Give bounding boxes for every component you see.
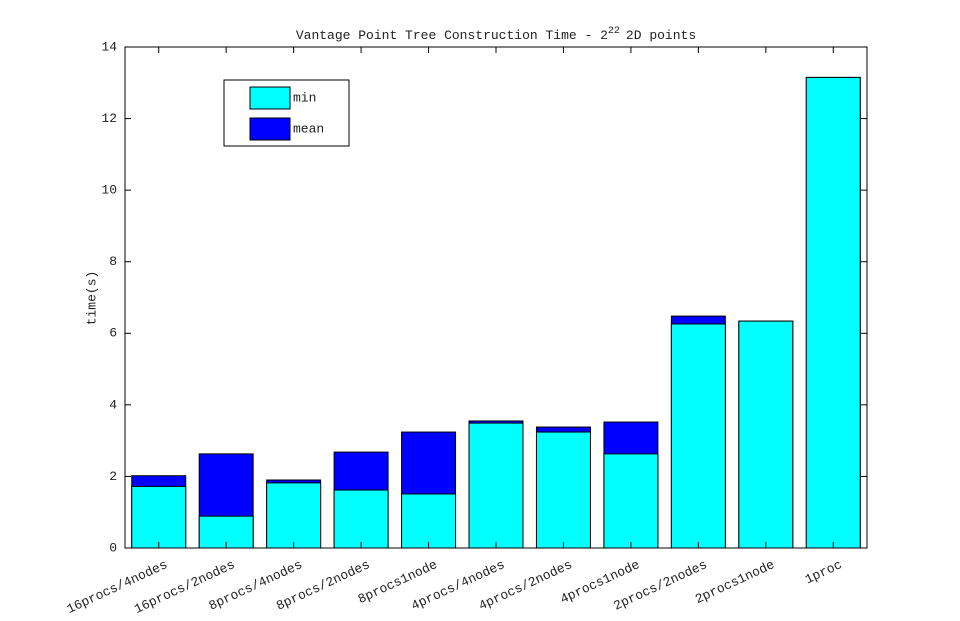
bar (603, 453, 659, 549)
y-axis-label: time(s) (84, 271, 99, 326)
x-tick-label: 1proc (803, 557, 845, 587)
legend-label: mean (293, 121, 324, 136)
chart-title: Vantage Point Tree Construction Time - 2… (296, 26, 696, 44)
y-tick-label: 8 (109, 254, 117, 269)
legend-label: min (293, 90, 316, 105)
legend-swatch (249, 117, 291, 141)
y-tick-label: 4 (109, 397, 117, 412)
bar (468, 422, 524, 549)
title-superscript: 22 (608, 26, 620, 37)
plot-frame (124, 46, 868, 549)
bar (738, 320, 794, 549)
bar (805, 76, 861, 549)
legend-swatch (249, 86, 291, 110)
bar (401, 493, 457, 549)
y-tick-label: 14 (101, 39, 117, 54)
y-tick-label: 2 (109, 469, 117, 484)
y-tick-label: 12 (101, 111, 117, 126)
title-rest: 2D points (626, 28, 696, 43)
title-base: Vantage Point Tree Construction Time - 2 (296, 28, 608, 43)
y-tick-label: 6 (109, 326, 117, 341)
y-tick-label: 10 (101, 183, 117, 198)
bar (131, 485, 187, 549)
y-tick-label: 0 (109, 540, 117, 555)
bar (333, 489, 389, 549)
bar (535, 431, 591, 549)
bar (670, 323, 726, 549)
bar (266, 482, 322, 549)
